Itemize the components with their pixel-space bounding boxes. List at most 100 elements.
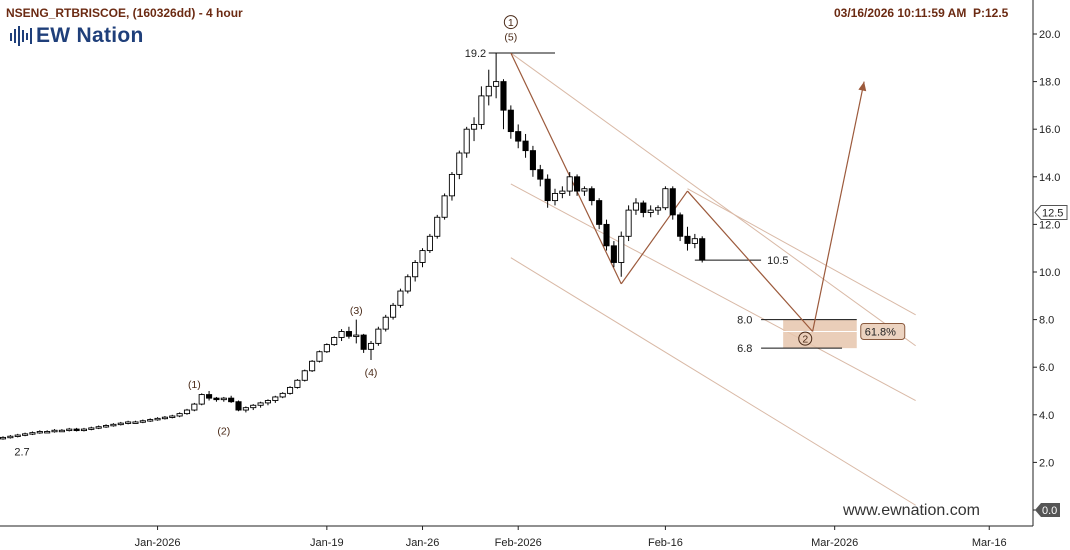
candle	[654, 205, 662, 215]
candle	[434, 214, 441, 239]
candle-body	[463, 128, 470, 154]
candle-body	[7, 435, 14, 439]
candle	[404, 274, 411, 294]
candle-body	[73, 428, 80, 432]
candle-body	[691, 238, 698, 244]
candle-body	[139, 420, 146, 423]
candle-body	[125, 421, 132, 424]
candle	[272, 395, 279, 403]
y-tick-label: 8.0	[1039, 315, 1054, 327]
candle	[286, 386, 294, 395]
candle-body	[375, 328, 382, 344]
candle	[51, 429, 58, 433]
candle	[345, 326, 352, 339]
candle-body	[448, 173, 456, 197]
wave-label: 1	[508, 17, 514, 29]
candle	[544, 174, 551, 208]
candle-body	[250, 404, 257, 409]
candle	[36, 430, 43, 434]
candle-body	[242, 407, 249, 411]
level-label: 8.0	[737, 315, 752, 327]
candle	[566, 172, 573, 196]
candle	[117, 421, 124, 426]
candle	[338, 329, 345, 342]
candle	[176, 412, 183, 418]
candle	[235, 400, 242, 412]
ew-nation-logo: EW Nation	[8, 22, 144, 50]
candle-body	[507, 109, 514, 133]
candle-body	[294, 379, 301, 388]
candle	[198, 393, 205, 406]
candle-body	[367, 342, 375, 350]
candle-body	[338, 331, 345, 338]
candle	[470, 117, 478, 142]
last-price-tag	[1034, 205, 1068, 220]
candle	[382, 314, 389, 332]
fib-label: 61.8%	[865, 327, 896, 339]
candle-body	[581, 188, 588, 192]
candle	[14, 433, 21, 438]
candle	[66, 427, 73, 432]
wave-label: (4)	[365, 367, 378, 379]
candle-body	[529, 150, 536, 171]
candle	[29, 431, 36, 436]
level-label: 19.2	[465, 48, 486, 60]
candle	[441, 193, 448, 220]
candle	[419, 248, 426, 268]
candle	[588, 186, 595, 206]
candle	[95, 425, 102, 430]
x-tick-label: Jan-2026	[135, 537, 181, 549]
y-tick-label: 2.0	[1039, 457, 1054, 469]
candle-body	[625, 209, 632, 237]
channel-line	[510, 257, 916, 506]
x-tick-label: Mar-16	[972, 537, 1007, 549]
candle-body	[301, 370, 308, 381]
candle-body	[574, 176, 581, 192]
candle	[699, 236, 706, 263]
candle-body	[404, 276, 411, 292]
candle	[191, 402, 198, 412]
candle-body	[596, 200, 603, 225]
candlestick-bars-icon	[10, 26, 32, 46]
candle-body	[515, 131, 522, 142]
candle-body	[316, 351, 323, 362]
candle	[522, 133, 529, 158]
candle	[228, 395, 235, 403]
candle-body	[699, 238, 706, 261]
candle	[147, 418, 154, 422]
level-label: 6.8	[737, 343, 752, 355]
x-tick-label: Feb-16	[648, 537, 683, 549]
candle	[478, 86, 485, 130]
candle-body	[110, 423, 117, 427]
candle	[515, 124, 522, 149]
candle	[625, 205, 632, 242]
candle	[279, 392, 286, 399]
candle-body	[654, 207, 662, 211]
candle	[493, 53, 500, 99]
candle-body	[434, 216, 441, 237]
candle-body	[470, 123, 478, 130]
candle	[463, 126, 470, 158]
candle	[456, 150, 463, 180]
candle-body	[677, 214, 684, 237]
candle	[0, 436, 7, 440]
candle-body	[161, 416, 168, 420]
candle	[507, 105, 514, 139]
wave-label: 2	[802, 334, 808, 346]
candle-body	[456, 152, 463, 175]
wave-segment	[510, 52, 622, 285]
candle	[264, 399, 272, 406]
price-readout: P:12.5	[973, 6, 1009, 20]
candle-body	[22, 433, 29, 436]
candle	[647, 205, 654, 218]
candle	[323, 343, 330, 353]
candle-body	[14, 434, 21, 437]
candle	[132, 420, 139, 424]
fib-target-box	[783, 319, 857, 349]
candle-body	[610, 245, 617, 263]
candle	[640, 200, 647, 218]
candle	[183, 408, 191, 415]
zero-price-tag	[1035, 503, 1060, 517]
candle-body	[493, 81, 500, 87]
